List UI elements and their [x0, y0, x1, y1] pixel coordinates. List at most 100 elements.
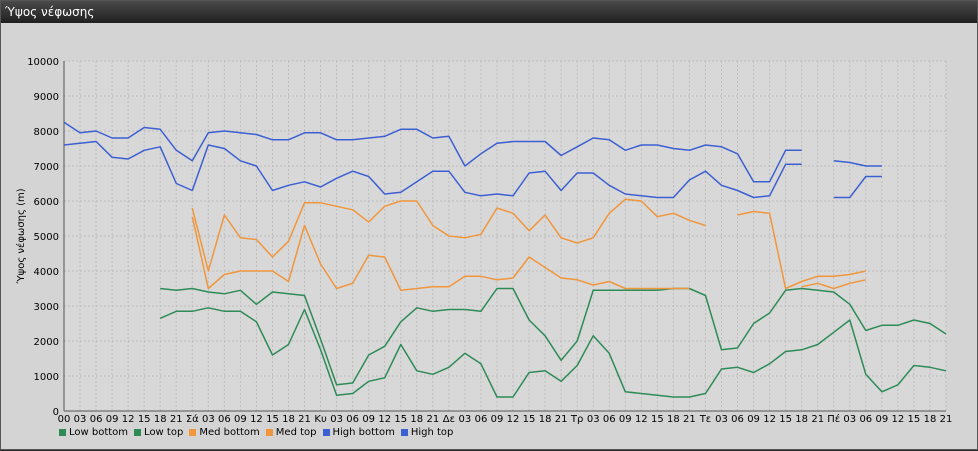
series-line [191, 198, 706, 272]
y-tick-label: 2000 [34, 337, 59, 348]
y-tick-label: 3000 [34, 302, 59, 313]
legend-label: Med top [275, 427, 317, 438]
x-tick-label: 18 [795, 414, 808, 425]
y-tick-label: 7000 [34, 162, 59, 173]
x-tick-label: 12 [250, 414, 263, 425]
y-tick-label: 0 [53, 407, 59, 418]
x-tick-label: 06 [731, 414, 744, 425]
y-tick-label: 9000 [34, 92, 59, 103]
x-tick-label: 18 [667, 414, 680, 425]
series-line [160, 287, 947, 386]
x-tick-label: 18 [924, 414, 937, 425]
x-tick-label: 09 [619, 414, 632, 425]
y-tick-label: 10000 [27, 57, 59, 68]
x-tick-label: Κυ [314, 414, 327, 425]
x-tick-label: 06 [346, 414, 359, 425]
x-tick-label: 06 [90, 414, 103, 425]
y-axis-label: Ύψος νέφωσης (m) [15, 188, 27, 284]
x-tick-label: 06 [859, 414, 872, 425]
x-tick-label: 12 [635, 414, 648, 425]
x-tick-label: 21 [811, 414, 824, 425]
y-tick-label: 8000 [34, 127, 59, 138]
x-tick-label: 12 [507, 414, 520, 425]
series-line [191, 216, 690, 292]
legend-swatch [322, 429, 330, 436]
x-tick-label: 09 [875, 414, 888, 425]
x-tick-label: 15 [651, 414, 664, 425]
chart-legend: Low bottom Low top Med bottom Med top High b… [59, 427, 453, 438]
x-tick-label: 09 [491, 414, 504, 425]
legend-swatch [59, 429, 66, 436]
x-tick-label: 12 [763, 414, 776, 425]
legend-swatch [189, 429, 197, 436]
series-line [737, 210, 866, 290]
legend-label: Med bottom [199, 427, 260, 438]
x-tick-label: 15 [266, 414, 279, 425]
x-tick-label: 21 [170, 414, 183, 425]
x-tick-label: 09 [747, 414, 760, 425]
x-tick-label: 18 [410, 414, 423, 425]
x-tick-label: 03 [715, 414, 728, 425]
x-tick-label: Πέ [827, 413, 840, 425]
x-tick-label: 03 [843, 414, 856, 425]
series-line [833, 160, 882, 167]
x-tick-label: Τρ [570, 414, 583, 425]
legend-swatch [265, 429, 273, 436]
x-tick-label: Σά [186, 413, 199, 425]
legend-label: High top [410, 427, 454, 438]
x-tick-label: 18 [282, 414, 295, 425]
legend-item: Med top [265, 427, 317, 438]
x-tick-label: 00 [58, 414, 71, 425]
x-tick-label: 18 [539, 414, 552, 425]
x-tick-label: 03 [330, 414, 343, 425]
x-tick-label: 06 [603, 414, 616, 425]
series-line [801, 279, 866, 290]
series-line [63, 140, 802, 199]
legend-label: Low top [144, 427, 184, 438]
x-tick-label: 15 [779, 414, 792, 425]
x-tick-label: Δε [443, 414, 455, 425]
x-tick-label: 12 [122, 414, 135, 425]
legend-item: Low bottom [59, 427, 128, 438]
x-tick-label: 15 [138, 414, 151, 425]
x-tick-label: 09 [106, 414, 119, 425]
x-tick-label: 21 [298, 414, 311, 425]
legend-item: Med bottom [189, 427, 260, 438]
legend-swatch [400, 429, 408, 436]
x-tick-label: 12 [378, 414, 391, 425]
x-tick-label: 15 [523, 414, 536, 425]
legend-item: High bottom [322, 427, 395, 438]
window-title: Ύψος νέφωσης [1, 1, 977, 23]
y-tick-label: 6000 [34, 197, 59, 208]
x-tick-label: 06 [475, 414, 488, 425]
x-tick-label: 21 [683, 414, 696, 425]
legend-swatch [134, 429, 142, 436]
y-tick-label: 1000 [34, 372, 59, 383]
legend-item: Low top [134, 427, 183, 438]
series-line [833, 175, 882, 199]
x-tick-label: 12 [892, 414, 905, 425]
legend-label: Low bottom [69, 427, 129, 438]
legend-label: High bottom [332, 427, 395, 438]
legend-item: High top [400, 427, 454, 438]
y-tick-label: 5000 [34, 232, 59, 243]
x-tick-label: 03 [587, 414, 600, 425]
x-tick-label: Τε [699, 414, 712, 425]
x-tick-label: 03 [459, 414, 472, 425]
x-tick-label: 03 [74, 414, 87, 425]
x-tick-label: 06 [218, 414, 231, 425]
x-tick-label: 18 [154, 414, 167, 425]
y-tick-label: 4000 [34, 267, 59, 278]
x-tick-label: 21 [555, 414, 568, 425]
x-tick-label: 09 [234, 414, 247, 425]
x-tick-label: 09 [362, 414, 375, 425]
x-tick-label: 15 [394, 414, 407, 425]
series-line [159, 307, 947, 398]
x-tick-label: 21 [940, 414, 953, 425]
series-line [63, 121, 802, 183]
x-tick-label: 21 [426, 414, 439, 425]
x-tick-label: 15 [908, 414, 921, 425]
x-tick-label: 03 [202, 414, 215, 425]
